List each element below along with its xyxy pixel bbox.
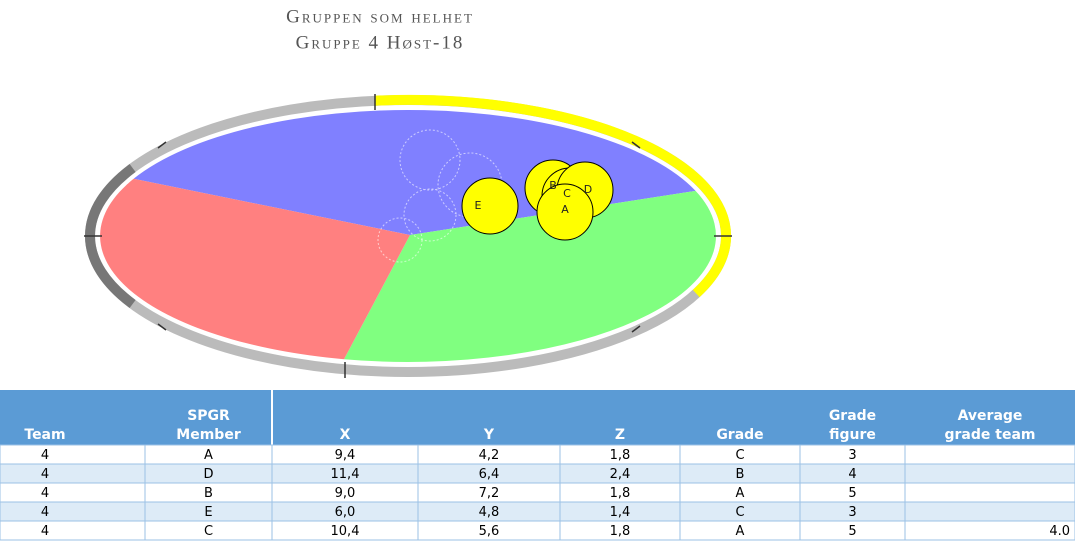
row-bg <box>0 482 1075 503</box>
cell: A <box>736 486 745 501</box>
cell: C <box>204 524 213 539</box>
row-bg <box>0 520 1075 541</box>
cell: 9,0 <box>335 486 356 501</box>
row-bg <box>0 463 1075 484</box>
cell: 5 <box>848 486 856 501</box>
red-segment <box>100 178 411 360</box>
member-label: C <box>563 187 571 200</box>
cell: 1,8 <box>610 524 631 539</box>
member-label: D <box>584 183 592 196</box>
cell: 3 <box>848 448 856 463</box>
row-bg <box>0 444 1075 465</box>
column-header: SPGR Member <box>176 408 241 443</box>
member-circle <box>536 183 594 241</box>
member-label: E <box>475 199 482 212</box>
cell: 9,4 <box>335 448 356 463</box>
green-segment <box>344 190 716 362</box>
column-header: X <box>340 427 351 443</box>
cell: 6,0 <box>335 505 356 520</box>
column-header: Grade <box>716 427 763 443</box>
cell: E <box>204 505 212 520</box>
cell: 10,4 <box>331 524 360 539</box>
cell: 4 <box>41 486 49 501</box>
cell: 1,4 <box>610 505 631 520</box>
column-header: Z <box>615 427 625 443</box>
column-header: Grade figure <box>829 408 876 443</box>
cell: 1,8 <box>610 486 631 501</box>
member-circle <box>461 177 519 235</box>
cell: 4 <box>41 524 49 539</box>
member-label: B <box>549 179 557 192</box>
cell: 11,4 <box>331 467 360 482</box>
cell: 5,6 <box>479 524 500 539</box>
cell: 4 <box>41 467 49 482</box>
subtitle: Gruppe 4 Høst-18 <box>296 32 465 53</box>
spgr-diagram: E BC D A <box>84 94 732 378</box>
cell: C <box>735 505 744 520</box>
table: Team SPGR Member X Y Z Grade Grade figure Average… <box>0 390 1075 541</box>
column-header: Average grade team <box>945 408 1036 443</box>
cell: 4 <box>848 467 856 482</box>
cell: 4 <box>41 448 49 463</box>
title: Gruppen som helhet <box>286 6 474 27</box>
cell: 4.0 <box>1049 524 1070 539</box>
cell: A <box>204 448 213 463</box>
yellow-arc <box>374 94 731 298</box>
cell: 6,4 <box>479 467 500 482</box>
cell: 2,4 <box>610 467 631 482</box>
cell: A <box>736 524 745 539</box>
member-label: A <box>561 203 569 216</box>
column-header: Team <box>24 427 65 443</box>
cell: 4,2 <box>479 448 500 463</box>
cell: B <box>204 486 213 501</box>
cell: 4,8 <box>479 505 500 520</box>
cell: 5 <box>848 524 856 539</box>
cell: D <box>203 467 213 482</box>
column-header: Y <box>483 427 495 443</box>
cell: C <box>735 448 744 463</box>
cell: 7,2 <box>479 486 500 501</box>
header-bg <box>0 390 1075 445</box>
row-bg <box>0 501 1075 522</box>
cell: 1,8 <box>610 448 631 463</box>
cell: 3 <box>848 505 856 520</box>
ticks <box>84 94 732 378</box>
cell: B <box>736 467 745 482</box>
cell: 4 <box>41 505 49 520</box>
